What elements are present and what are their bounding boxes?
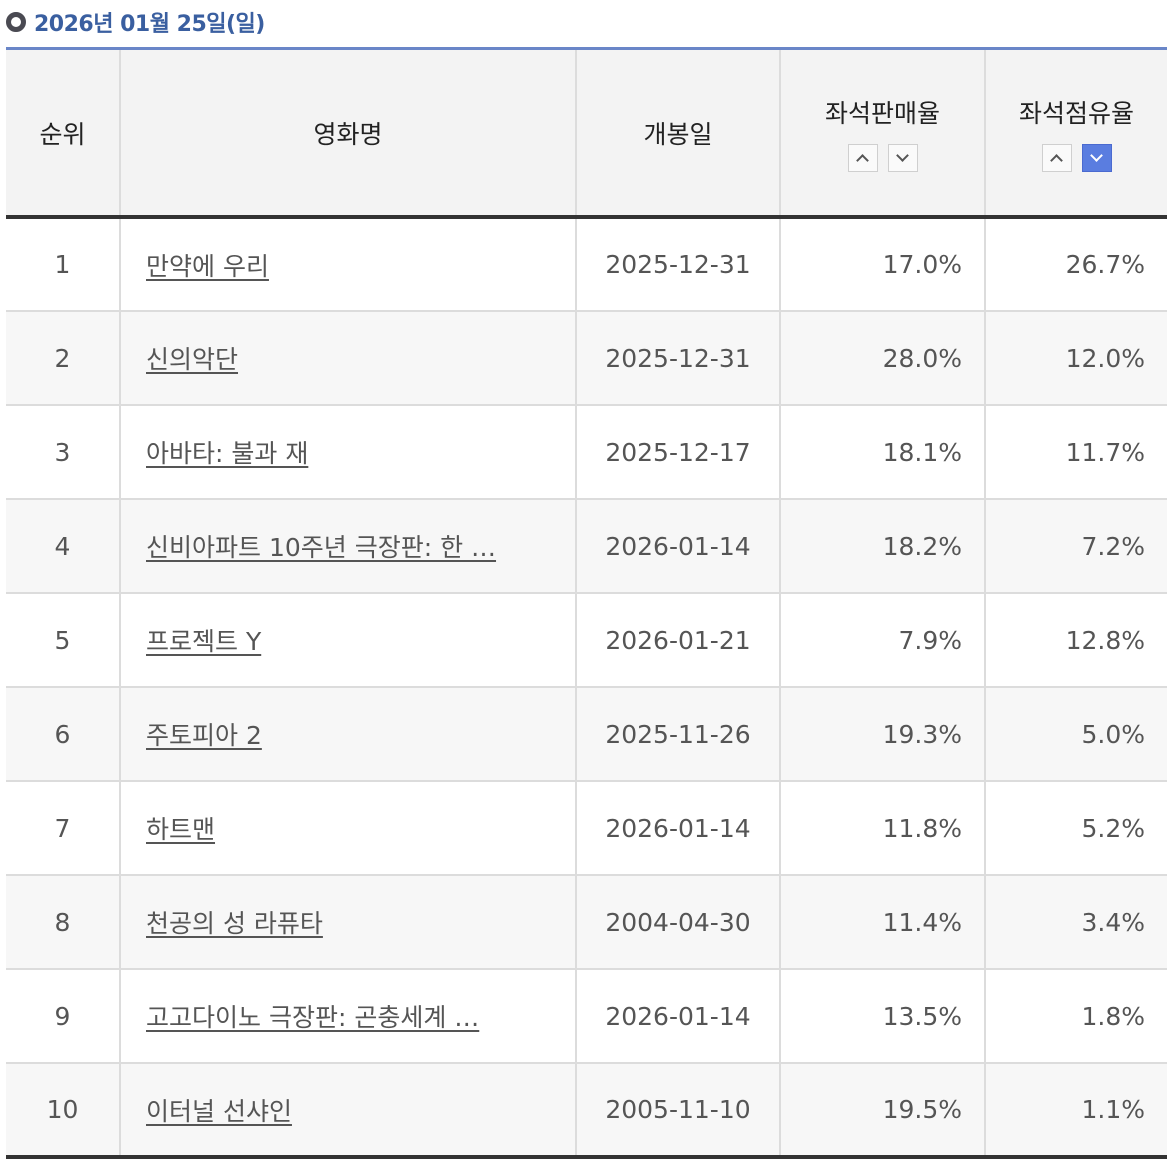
- header-rank: 순위: [6, 50, 120, 219]
- rank-cell: 4: [6, 499, 120, 594]
- table-row: 2 신의악단 2025-12-31 28.0% 12.0%: [6, 311, 1167, 406]
- table-body: 1 만약에 우리 2025-12-31 17.0% 26.7% 2 신의악단 2025-12-…: [6, 217, 1167, 1159]
- sales-rate-sort-controls: [781, 143, 984, 172]
- release-date-cell: 2025-12-31: [575, 217, 780, 312]
- circle-bullet-icon: [6, 12, 26, 32]
- share-rate-cell: 11.7%: [984, 405, 1167, 500]
- share-rate-cell: 5.0%: [984, 687, 1167, 782]
- rank-cell: 6: [6, 687, 120, 782]
- table-row: 4 신비아파트 10주년 극장판: 한 … 2026-01-14 18.2% 7.2%: [6, 499, 1167, 594]
- table-top-rule: [6, 47, 1167, 50]
- movie-title-link[interactable]: 만약에 우리: [146, 251, 269, 281]
- movie-cell: 하트맨: [119, 781, 576, 876]
- table-header-row: 순위 영화명 개봉일 좌석판매율 좌석점유율: [6, 50, 1167, 219]
- movie-cell: 아바타: 불과 재: [119, 405, 576, 500]
- release-date-cell: 2025-12-31: [575, 311, 780, 406]
- movie-cell: 이터널 선샤인: [119, 1063, 576, 1159]
- chevron-up-icon: [1050, 153, 1063, 167]
- box-office-table-container: 순위 영화명 개봉일 좌석판매율 좌석점유율: [6, 47, 1167, 1159]
- sales-rate-cell: 28.0%: [779, 311, 985, 406]
- table-row: 5 프로젝트 Y 2026-01-21 7.9% 12.8%: [6, 593, 1167, 688]
- chevron-up-icon: [856, 153, 869, 167]
- header-share-rate-label: 좌석점유율: [1018, 98, 1134, 128]
- movie-cell: 고고다이노 극장판: 곤충세계 …: [119, 969, 576, 1064]
- sales-rate-cell: 11.8%: [779, 781, 985, 876]
- movie-title-link[interactable]: 프로젝트 Y: [146, 627, 262, 656]
- header-movie: 영화명: [119, 50, 576, 219]
- rank-cell: 10: [6, 1063, 120, 1159]
- table-row: 1 만약에 우리 2025-12-31 17.0% 26.7%: [6, 217, 1167, 312]
- table-row: 3 아바타: 불과 재 2025-12-17 18.1% 11.7%: [6, 405, 1167, 500]
- sales-rate-cell: 17.0%: [779, 217, 985, 312]
- movie-title-link[interactable]: 하트맨: [146, 815, 216, 844]
- sales-rate-cell: 18.2%: [779, 499, 985, 594]
- rank-cell: 7: [6, 781, 120, 876]
- table-row: 10 이터널 선샤인 2005-11-10 19.5% 1.1%: [6, 1063, 1167, 1159]
- table-row: 7 하트맨 2026-01-14 11.8% 5.2%: [6, 781, 1167, 876]
- movie-cell: 천공의 성 라퓨타: [119, 875, 576, 970]
- release-date-cell: 2025-12-17: [575, 405, 780, 500]
- sales-rate-sort-desc-button[interactable]: [887, 143, 918, 172]
- movie-title-link[interactable]: 고고다이노 극장판: 곤충세계 …: [146, 1003, 480, 1032]
- rank-cell: 2: [6, 311, 120, 406]
- header-share-rate: 좌석점유율: [984, 50, 1167, 219]
- rank-cell: 5: [6, 593, 120, 688]
- release-date-cell: 2026-01-14: [575, 499, 780, 594]
- share-rate-cell: 26.7%: [984, 217, 1167, 312]
- share-rate-sort-controls: [986, 143, 1167, 172]
- chevron-down-icon: [1090, 148, 1103, 162]
- sales-rate-cell: 18.1%: [779, 405, 985, 500]
- header-sales-rate-label: 좌석판매율: [824, 98, 940, 128]
- movie-title-link[interactable]: 신의악단: [146, 345, 239, 374]
- share-rate-cell: 7.2%: [984, 499, 1167, 594]
- movie-cell: 신비아파트 10주년 극장판: 한 …: [119, 499, 576, 594]
- chevron-down-icon: [896, 148, 909, 162]
- share-rate-cell: 12.0%: [984, 311, 1167, 406]
- rank-cell: 8: [6, 875, 120, 970]
- movie-title-link[interactable]: 천공의 성 라퓨타: [146, 909, 323, 938]
- share-rate-sort-desc-button[interactable]: [1081, 143, 1112, 172]
- movie-cell: 만약에 우리: [119, 217, 576, 312]
- rank-cell: 9: [6, 969, 120, 1064]
- share-rate-sort-asc-button[interactable]: [1041, 143, 1072, 172]
- share-rate-cell: 1.8%: [984, 969, 1167, 1064]
- date-title: 2026년 01월 25일(일): [34, 12, 265, 37]
- movie-title-link[interactable]: 이터널 선샤인: [146, 1096, 292, 1126]
- movie-cell: 프로젝트 Y: [119, 593, 576, 688]
- release-date-cell: 2026-01-21: [575, 593, 780, 688]
- header-release: 개봉일: [575, 50, 780, 219]
- movie-cell: 신의악단: [119, 311, 576, 406]
- box-office-table: 순위 영화명 개봉일 좌석판매율 좌석점유율: [6, 50, 1167, 1159]
- share-rate-cell: 1.1%: [984, 1063, 1167, 1159]
- table-row: 6 주토피아 2 2025-11-26 19.3% 5.0%: [6, 687, 1167, 782]
- sales-rate-cell: 19.5%: [779, 1063, 985, 1159]
- table-row: 9 고고다이노 극장판: 곤충세계 … 2026-01-14 13.5% 1.8%: [6, 969, 1167, 1064]
- movie-title-link[interactable]: 신비아파트 10주년 극장판: 한 …: [146, 533, 497, 562]
- sales-rate-sort-asc-button[interactable]: [847, 143, 878, 172]
- share-rate-cell: 3.4%: [984, 875, 1167, 970]
- release-date-cell: 2026-01-14: [575, 969, 780, 1064]
- sales-rate-cell: 19.3%: [779, 687, 985, 782]
- release-date-cell: 2005-11-10: [575, 1063, 780, 1159]
- release-date-cell: 2026-01-14: [575, 781, 780, 876]
- movie-title-link[interactable]: 주토피아 2: [146, 721, 262, 750]
- header-sales-rate: 좌석판매율: [779, 50, 985, 219]
- release-date-cell: 2025-11-26: [575, 687, 780, 782]
- share-rate-cell: 5.2%: [984, 781, 1167, 876]
- sales-rate-cell: 7.9%: [779, 593, 985, 688]
- date-heading: 2026년 01월 25일(일): [6, 6, 265, 38]
- sales-rate-cell: 11.4%: [779, 875, 985, 970]
- movie-title-link[interactable]: 아바타: 불과 재: [146, 439, 309, 468]
- movie-cell: 주토피아 2: [119, 687, 576, 782]
- rank-cell: 3: [6, 405, 120, 500]
- table-row: 8 천공의 성 라퓨타 2004-04-30 11.4% 3.4%: [6, 875, 1167, 970]
- sales-rate-cell: 13.5%: [779, 969, 985, 1064]
- rank-cell: 1: [6, 217, 120, 312]
- share-rate-cell: 12.8%: [984, 593, 1167, 688]
- release-date-cell: 2004-04-30: [575, 875, 780, 970]
